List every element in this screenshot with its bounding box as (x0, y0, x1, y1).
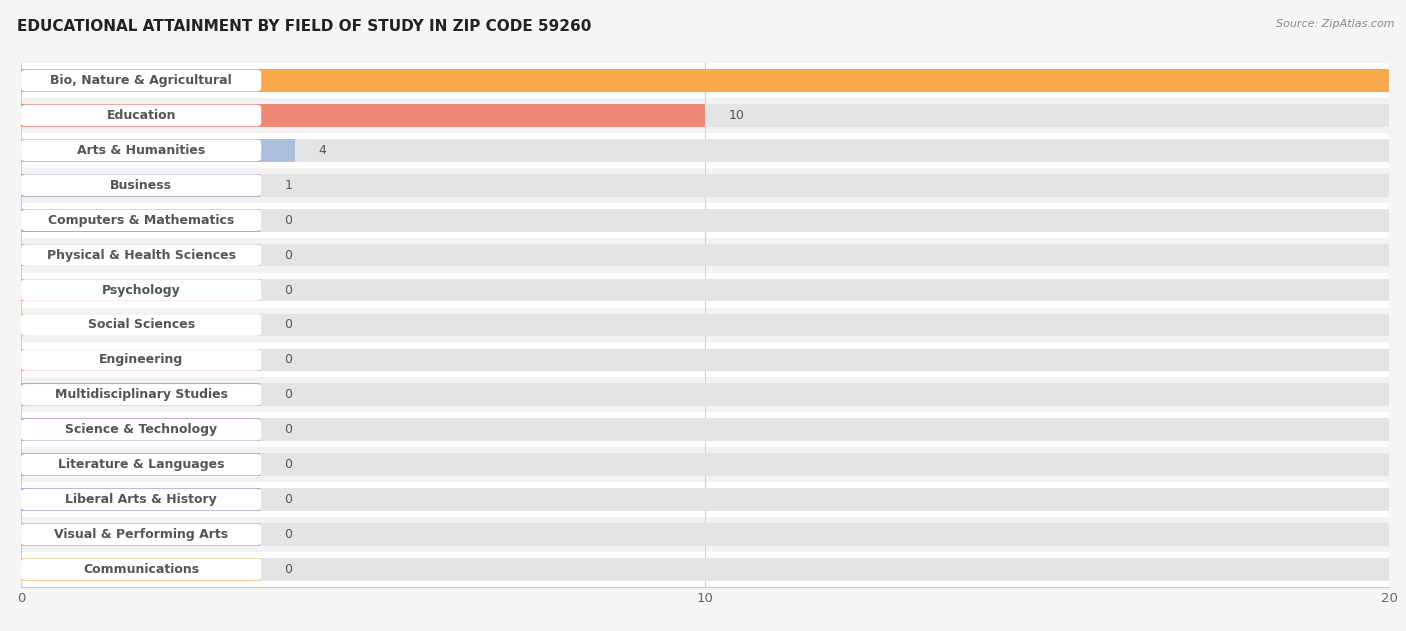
Bar (21, 488, 1389, 511)
Bar (21, 98, 1389, 133)
Bar (21, 174, 1389, 197)
Text: Visual & Performing Arts: Visual & Performing Arts (53, 528, 228, 541)
Bar (21, 384, 1389, 406)
Bar (21, 209, 1389, 232)
FancyBboxPatch shape (21, 314, 262, 336)
Text: 0: 0 (284, 353, 292, 367)
Bar (21, 244, 260, 266)
Bar (21, 203, 1389, 238)
Text: Computers & Mathematics: Computers & Mathematics (48, 214, 235, 227)
Text: Education: Education (107, 109, 176, 122)
Bar (21, 279, 1389, 302)
Bar (21, 69, 1389, 92)
Text: 0: 0 (284, 214, 292, 227)
Bar (21, 314, 260, 336)
FancyBboxPatch shape (21, 349, 262, 370)
Bar (21, 279, 260, 302)
Bar (21, 168, 1389, 203)
Text: Liberal Arts & History: Liberal Arts & History (65, 493, 217, 506)
Bar (21, 488, 260, 511)
Bar (21, 412, 1389, 447)
Text: Source: ZipAtlas.com: Source: ZipAtlas.com (1277, 19, 1395, 29)
Text: 0: 0 (284, 458, 292, 471)
FancyBboxPatch shape (21, 70, 262, 91)
Bar (21, 348, 1389, 371)
Bar (21, 174, 260, 197)
Text: 0: 0 (284, 563, 292, 576)
Text: EDUCATIONAL ATTAINMENT BY FIELD OF STUDY IN ZIP CODE 59260: EDUCATIONAL ATTAINMENT BY FIELD OF STUDY… (17, 19, 592, 34)
Bar (21, 523, 1389, 546)
Bar (21, 314, 1389, 336)
Bar (21, 133, 1389, 168)
Text: 0: 0 (284, 423, 292, 436)
Bar (21, 104, 1389, 127)
FancyBboxPatch shape (21, 280, 262, 301)
Text: 4: 4 (319, 144, 326, 157)
Bar (21, 453, 1389, 476)
FancyBboxPatch shape (21, 175, 262, 196)
Bar (21, 558, 1389, 581)
Text: 0: 0 (284, 388, 292, 401)
Text: 0: 0 (284, 283, 292, 297)
Text: Communications: Communications (83, 563, 200, 576)
Text: 0: 0 (284, 249, 292, 262)
FancyBboxPatch shape (21, 209, 262, 231)
Bar (21, 273, 1389, 307)
FancyBboxPatch shape (21, 419, 262, 440)
Bar (21, 238, 1389, 273)
Bar (21, 63, 1389, 98)
Bar (21, 209, 260, 232)
Bar (21, 447, 1389, 482)
Bar (21, 517, 1389, 552)
FancyBboxPatch shape (21, 524, 262, 545)
Bar (21, 139, 1389, 162)
Text: Psychology: Psychology (101, 283, 180, 297)
Bar (21, 69, 1389, 92)
Text: Arts & Humanities: Arts & Humanities (77, 144, 205, 157)
Bar (21, 482, 1389, 517)
Text: Literature & Languages: Literature & Languages (58, 458, 225, 471)
Bar (21, 307, 1389, 343)
FancyBboxPatch shape (21, 454, 262, 475)
Bar (21, 384, 260, 406)
Text: 10: 10 (730, 109, 745, 122)
Bar (21, 343, 1389, 377)
Text: Business: Business (110, 179, 172, 192)
Bar (21, 552, 1389, 587)
FancyBboxPatch shape (21, 105, 262, 126)
Bar (21, 558, 260, 581)
FancyBboxPatch shape (21, 244, 262, 266)
Text: Science & Technology: Science & Technology (65, 423, 217, 436)
Bar (21, 377, 1389, 412)
Text: 1: 1 (284, 179, 292, 192)
Text: Bio, Nature & Agricultural: Bio, Nature & Agricultural (51, 74, 232, 87)
Text: 0: 0 (284, 493, 292, 506)
Text: Social Sciences: Social Sciences (87, 319, 194, 331)
Bar (21, 453, 260, 476)
FancyBboxPatch shape (21, 489, 262, 510)
Bar (21, 244, 1389, 266)
FancyBboxPatch shape (21, 139, 262, 161)
Text: Engineering: Engineering (98, 353, 183, 367)
Bar (21, 139, 295, 162)
Text: Physical & Health Sciences: Physical & Health Sciences (46, 249, 236, 262)
Bar (21, 104, 706, 127)
Bar (21, 523, 260, 546)
FancyBboxPatch shape (21, 558, 262, 580)
Text: Multidisciplinary Studies: Multidisciplinary Studies (55, 388, 228, 401)
Bar (21, 418, 260, 441)
Text: 0: 0 (284, 319, 292, 331)
Bar (21, 418, 1389, 441)
Bar (21, 348, 260, 371)
FancyBboxPatch shape (21, 384, 262, 406)
Text: 0: 0 (284, 528, 292, 541)
